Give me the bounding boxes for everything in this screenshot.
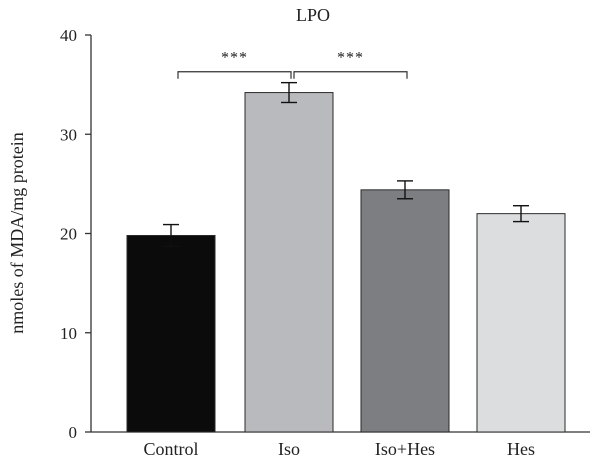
y-tick-label: 30 [60,125,77,144]
bar-iso-hes [360,189,450,433]
significance-bracket [177,71,292,79]
x-category-label: Iso+Hes [375,439,435,459]
x-category-label: Hes [507,439,535,459]
significance-label: *** [221,50,248,67]
x-category-label: Iso [278,439,300,459]
y-axis-title: nmoles of MDA/mg protein [7,132,27,333]
y-tick-label: 40 [60,26,77,45]
bar-iso [244,92,334,433]
y-tick-label: 20 [60,225,77,244]
x-category-label: Control [143,439,198,459]
chart-title: LPO [296,5,330,25]
y-tick-label: 10 [60,324,77,343]
bar-hes [476,213,566,433]
significance-label: *** [337,50,364,67]
y-tick-label: 0 [69,423,78,442]
plot-area: 0 10 20 30 40 Control Iso Iso+Hes Hes *** *** [60,26,590,459]
significance-bracket [293,71,408,79]
bar-control [126,234,216,433]
